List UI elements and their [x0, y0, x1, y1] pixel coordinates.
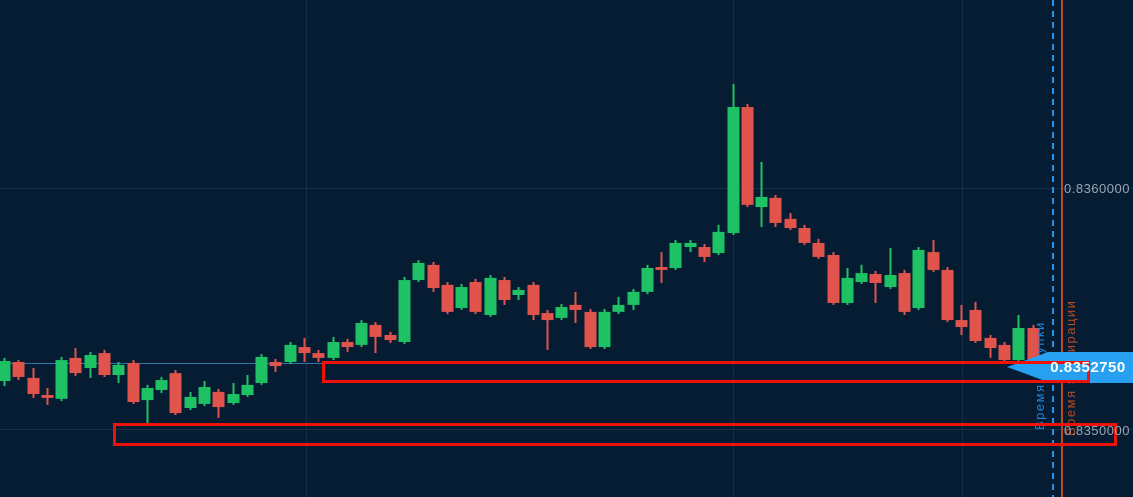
candle-body — [0, 361, 11, 382]
candle-body — [912, 249, 925, 309]
candle-body — [898, 273, 911, 312]
candle-body — [769, 197, 782, 223]
candle-body — [355, 322, 368, 345]
candle-body — [655, 267, 668, 270]
candle-body — [884, 275, 897, 288]
candle-body — [441, 284, 454, 312]
candle-body — [227, 394, 240, 403]
candle-body — [784, 218, 797, 229]
candle-body — [212, 391, 225, 408]
candle-body — [55, 360, 68, 399]
candle-body — [941, 269, 954, 321]
candle-body — [869, 274, 882, 283]
candle-body — [969, 309, 982, 342]
candle-body — [684, 242, 697, 248]
drawn-rectangle[interactable] — [113, 423, 1117, 446]
candle-body — [798, 228, 811, 243]
candle-body — [555, 307, 568, 318]
price-axis-label-upper: 0.8360000 — [1064, 181, 1130, 196]
candle-body — [598, 311, 611, 348]
candle-body — [698, 247, 711, 257]
candle-body — [198, 387, 211, 404]
candle-body — [412, 262, 425, 281]
candle-body — [812, 242, 825, 257]
candle-body — [669, 242, 682, 269]
candle-body — [641, 268, 654, 292]
candle-body — [927, 252, 940, 270]
candle-body — [527, 284, 540, 316]
candle-body — [169, 373, 182, 414]
candle-body — [984, 337, 997, 349]
candle-body — [312, 353, 325, 358]
candle-body — [184, 396, 197, 409]
candle-body — [127, 362, 140, 403]
candle-body — [455, 287, 468, 309]
candle-body — [284, 344, 297, 363]
candle-body — [612, 304, 625, 312]
candle-body — [398, 280, 411, 342]
candle-body — [98, 353, 111, 376]
candle-body — [727, 107, 740, 234]
purchase-time-line[interactable] — [1052, 0, 1054, 497]
candle-body — [255, 356, 268, 383]
candle-body — [955, 320, 968, 328]
candle-body — [298, 347, 311, 354]
candle-body — [12, 362, 25, 377]
candle-body — [484, 277, 497, 316]
candle-body — [69, 357, 82, 374]
price-axis-label-lower: 0.8350000 — [1064, 423, 1130, 438]
candle-body — [841, 277, 854, 303]
candle-body — [512, 289, 525, 296]
candle-body — [427, 264, 440, 289]
current-price-tag-arrow — [1007, 352, 1048, 382]
candle-body — [741, 107, 754, 205]
candle-body — [755, 196, 768, 208]
expiration-time-line[interactable] — [1061, 0, 1063, 497]
candle-body — [141, 388, 154, 401]
candle-body — [384, 335, 397, 341]
current-price-value: 0.8352750 — [1050, 359, 1126, 376]
candle-body — [241, 384, 254, 396]
candle-body — [541, 313, 554, 321]
current-price-tag — [1048, 352, 1133, 383]
candle-body — [569, 304, 582, 310]
candle-body — [827, 254, 840, 303]
candle-body — [327, 341, 340, 358]
candle-body — [84, 355, 97, 369]
candle-body — [369, 324, 382, 337]
candle-body — [269, 362, 282, 367]
candle-body — [712, 231, 725, 254]
candle-body — [855, 273, 868, 282]
candle-body — [498, 280, 511, 301]
candle-body — [155, 380, 168, 390]
candle-body — [627, 291, 640, 305]
candle-body — [41, 395, 54, 398]
candle-body — [112, 364, 125, 376]
candle-body — [341, 341, 354, 348]
candle-body — [584, 311, 597, 348]
drawn-rectangle[interactable] — [322, 361, 1090, 383]
candle-body — [469, 281, 482, 312]
candle-body — [27, 377, 40, 395]
